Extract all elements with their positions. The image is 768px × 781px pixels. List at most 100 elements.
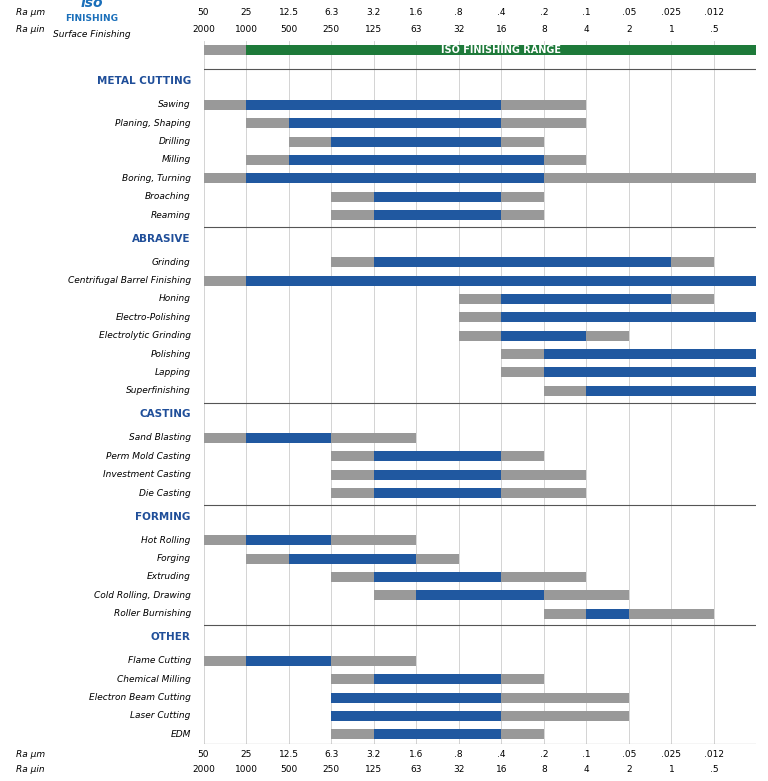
Text: Cold Rolling, Drawing: Cold Rolling, Drawing bbox=[94, 590, 190, 600]
Text: 2000: 2000 bbox=[192, 25, 215, 34]
Text: .4: .4 bbox=[497, 8, 505, 16]
Bar bbox=[331, 711, 502, 721]
Text: .2: .2 bbox=[540, 8, 548, 16]
Text: .8: .8 bbox=[455, 8, 463, 16]
Text: METAL CUTTING: METAL CUTTING bbox=[97, 77, 190, 86]
Text: Broaching: Broaching bbox=[145, 192, 190, 201]
Bar bbox=[586, 330, 629, 341]
Bar bbox=[502, 674, 544, 684]
Bar bbox=[374, 257, 671, 267]
Bar bbox=[331, 488, 374, 498]
Bar bbox=[458, 294, 502, 304]
Text: 32: 32 bbox=[453, 765, 465, 774]
Bar bbox=[331, 210, 374, 220]
Text: FORMING: FORMING bbox=[135, 512, 190, 522]
Text: 12.5: 12.5 bbox=[279, 750, 299, 758]
Text: 25: 25 bbox=[240, 8, 252, 16]
Text: 6.3: 6.3 bbox=[324, 8, 339, 16]
Text: .025: .025 bbox=[661, 8, 681, 16]
Text: 32: 32 bbox=[453, 25, 465, 34]
Bar bbox=[502, 693, 629, 703]
Text: 1000: 1000 bbox=[234, 765, 257, 774]
Text: Sawing: Sawing bbox=[158, 101, 190, 109]
Bar bbox=[502, 312, 756, 323]
Text: EDM: EDM bbox=[170, 729, 190, 739]
Text: Boring, Turning: Boring, Turning bbox=[122, 174, 190, 183]
Bar bbox=[331, 535, 416, 545]
Bar bbox=[246, 276, 756, 286]
Bar bbox=[671, 294, 714, 304]
Text: .4: .4 bbox=[497, 750, 505, 758]
Bar bbox=[544, 367, 756, 377]
Text: 50: 50 bbox=[198, 750, 209, 758]
Text: Hot Rolling: Hot Rolling bbox=[141, 536, 190, 545]
Text: Surface Finishing: Surface Finishing bbox=[53, 30, 131, 39]
Text: 1.6: 1.6 bbox=[409, 750, 423, 758]
Bar bbox=[458, 312, 502, 323]
Text: 8: 8 bbox=[541, 25, 547, 34]
Text: Reaming: Reaming bbox=[151, 211, 190, 219]
Text: Electrolytic Grinding: Electrolytic Grinding bbox=[99, 331, 190, 341]
Bar bbox=[502, 210, 544, 220]
Bar bbox=[204, 100, 246, 110]
Bar bbox=[374, 469, 502, 480]
Bar bbox=[246, 45, 756, 55]
Bar bbox=[502, 191, 544, 201]
Bar bbox=[331, 469, 374, 480]
Text: 6.3: 6.3 bbox=[324, 750, 339, 758]
Text: 500: 500 bbox=[280, 765, 297, 774]
Text: .5: .5 bbox=[710, 765, 718, 774]
Text: 16: 16 bbox=[495, 765, 507, 774]
Bar bbox=[289, 554, 416, 564]
Bar bbox=[374, 451, 502, 462]
Text: Sand Blasting: Sand Blasting bbox=[129, 433, 190, 443]
Text: Flame Cutting: Flame Cutting bbox=[127, 656, 190, 665]
Text: Die Casting: Die Casting bbox=[139, 489, 190, 497]
Bar bbox=[331, 674, 374, 684]
Bar bbox=[416, 554, 458, 564]
Text: Superfinishing: Superfinishing bbox=[126, 387, 190, 395]
Bar bbox=[374, 572, 502, 582]
Bar bbox=[502, 572, 586, 582]
Text: .2: .2 bbox=[540, 750, 548, 758]
Text: Drilling: Drilling bbox=[159, 137, 190, 146]
Text: Grinding: Grinding bbox=[152, 258, 190, 267]
Text: Honing: Honing bbox=[159, 294, 190, 304]
Bar bbox=[374, 210, 502, 220]
Text: 63: 63 bbox=[410, 765, 422, 774]
Bar bbox=[331, 656, 416, 666]
Bar bbox=[374, 674, 502, 684]
Bar bbox=[502, 729, 544, 740]
Bar bbox=[586, 386, 756, 396]
Bar bbox=[544, 173, 756, 184]
Text: .05: .05 bbox=[621, 8, 636, 16]
Text: Electron Beam Cutting: Electron Beam Cutting bbox=[89, 693, 190, 702]
Bar bbox=[458, 330, 502, 341]
Text: 4: 4 bbox=[584, 765, 589, 774]
Bar bbox=[331, 693, 502, 703]
Text: 8: 8 bbox=[541, 765, 547, 774]
Text: 250: 250 bbox=[323, 765, 339, 774]
Bar bbox=[544, 386, 586, 396]
Text: Investment Casting: Investment Casting bbox=[103, 470, 190, 480]
Text: Ra µin: Ra µin bbox=[16, 765, 45, 774]
Text: 25: 25 bbox=[240, 750, 252, 758]
Text: 1000: 1000 bbox=[234, 25, 257, 34]
Text: 50: 50 bbox=[198, 8, 209, 16]
Text: .012: .012 bbox=[704, 750, 724, 758]
Text: ISO FINISHING RANGE: ISO FINISHING RANGE bbox=[442, 45, 561, 55]
Text: 3.2: 3.2 bbox=[366, 750, 381, 758]
Bar bbox=[502, 137, 544, 147]
Bar bbox=[502, 711, 629, 721]
Bar bbox=[502, 469, 586, 480]
Text: OTHER: OTHER bbox=[151, 633, 190, 642]
Text: 12.5: 12.5 bbox=[279, 8, 299, 16]
Bar bbox=[502, 451, 544, 462]
Text: .1: .1 bbox=[582, 750, 591, 758]
Bar bbox=[544, 590, 629, 601]
Text: 63: 63 bbox=[410, 25, 422, 34]
Bar bbox=[502, 488, 586, 498]
Bar bbox=[544, 608, 586, 619]
Text: .05: .05 bbox=[621, 750, 636, 758]
Text: Electro-Polishing: Electro-Polishing bbox=[116, 313, 190, 322]
